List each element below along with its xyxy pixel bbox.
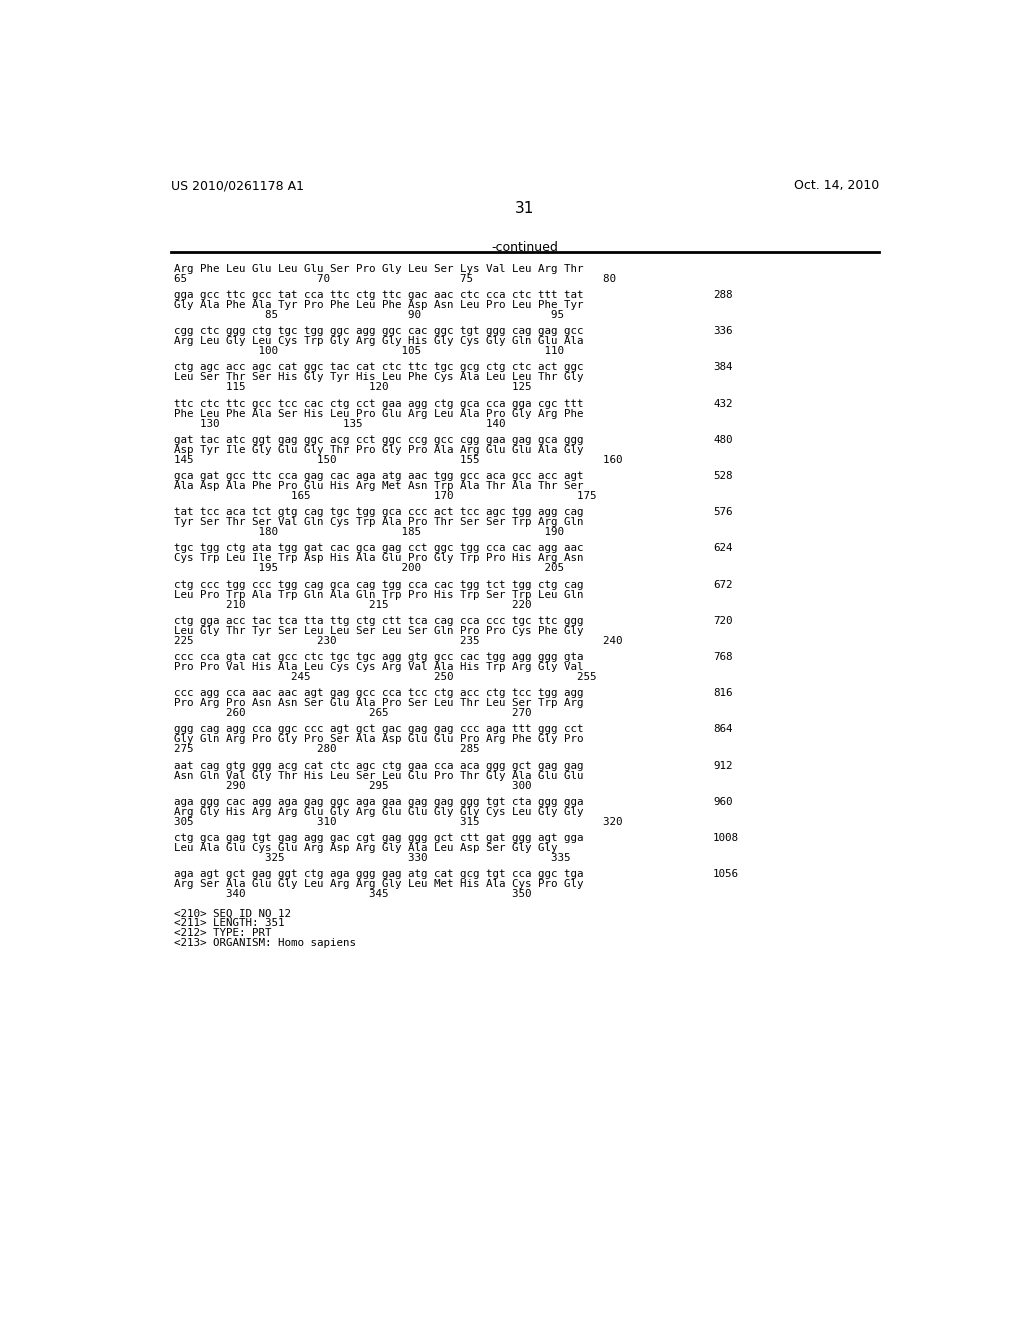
Text: 432: 432 <box>713 399 732 409</box>
Text: Gly Ala Phe Ala Tyr Pro Phe Leu Phe Asp Asn Leu Pro Leu Phe Tyr: Gly Ala Phe Ala Tyr Pro Phe Leu Phe Asp … <box>174 300 584 310</box>
Text: 624: 624 <box>713 544 732 553</box>
Text: 180                   185                   190: 180 185 190 <box>174 527 564 537</box>
Text: 260                   265                   270: 260 265 270 <box>174 708 532 718</box>
Text: Ala Asp Ala Phe Pro Glu His Arg Met Asn Trp Ala Thr Ala Thr Ser: Ala Asp Ala Phe Pro Glu His Arg Met Asn … <box>174 480 584 491</box>
Text: 245                   250                   255: 245 250 255 <box>174 672 597 682</box>
Text: Tyr Ser Thr Ser Val Gln Cys Trp Ala Pro Thr Ser Ser Trp Arg Gln: Tyr Ser Thr Ser Val Gln Cys Trp Ala Pro … <box>174 517 584 527</box>
Text: <211> LENGTH: 351: <211> LENGTH: 351 <box>174 919 285 928</box>
Text: Asp Tyr Ile Gly Glu Gly Thr Pro Gly Pro Ala Arg Glu Glu Ala Gly: Asp Tyr Ile Gly Glu Gly Thr Pro Gly Pro … <box>174 445 584 455</box>
Text: tgc tgg ctg ata tgg gat cac gca gag cct ggc tgg cca cac agg aac: tgc tgg ctg ata tgg gat cac gca gag cct … <box>174 544 584 553</box>
Text: 768: 768 <box>713 652 732 661</box>
Text: Arg Ser Ala Glu Gly Leu Arg Arg Gly Leu Met His Ala Cys Pro Gly: Arg Ser Ala Glu Gly Leu Arg Arg Gly Leu … <box>174 879 584 890</box>
Text: 720: 720 <box>713 615 732 626</box>
Text: 115                   120                   125: 115 120 125 <box>174 383 532 392</box>
Text: <210> SEQ ID NO 12: <210> SEQ ID NO 12 <box>174 908 292 919</box>
Text: ccc agg cca aac aac agt gag gcc cca tcc ctg acc ctg tcc tgg agg: ccc agg cca aac aac agt gag gcc cca tcc … <box>174 688 584 698</box>
Text: ctg ccc tgg ccc tgg cag gca cag tgg cca cac tgg tct tgg ctg cag: ctg ccc tgg ccc tgg cag gca cag tgg cca … <box>174 579 584 590</box>
Text: 288: 288 <box>713 290 732 300</box>
Text: 31: 31 <box>515 201 535 215</box>
Text: 275                   280                   285: 275 280 285 <box>174 744 480 754</box>
Text: 145                   150                   155                   160: 145 150 155 160 <box>174 455 623 465</box>
Text: 576: 576 <box>713 507 732 517</box>
Text: Asn Gln Val Gly Thr His Leu Ser Leu Glu Pro Thr Gly Ala Glu Glu: Asn Gln Val Gly Thr His Leu Ser Leu Glu … <box>174 771 584 780</box>
Text: 325                   330                   335: 325 330 335 <box>174 853 571 863</box>
Text: 672: 672 <box>713 579 732 590</box>
Text: 912: 912 <box>713 760 732 771</box>
Text: 225                   230                   235                   240: 225 230 235 240 <box>174 636 623 645</box>
Text: Phe Leu Phe Ala Ser His Leu Pro Glu Arg Leu Ala Pro Gly Arg Phe: Phe Leu Phe Ala Ser His Leu Pro Glu Arg … <box>174 409 584 418</box>
Text: aga agt gct gag ggt ctg aga ggg gag atg cat gcg tgt cca ggc tga: aga agt gct gag ggt ctg aga ggg gag atg … <box>174 869 584 879</box>
Text: tat tcc aca tct gtg cag tgc tgg gca ccc act tcc agc tgg agg cag: tat tcc aca tct gtg cag tgc tgg gca ccc … <box>174 507 584 517</box>
Text: 960: 960 <box>713 797 732 807</box>
Text: ccc cca gta cat gcc ctc tgc tgc agg gtg gcc cac tgg agg ggg gta: ccc cca gta cat gcc ctc tgc tgc agg gtg … <box>174 652 584 661</box>
Text: 65                    70                    75                    80: 65 70 75 80 <box>174 275 616 284</box>
Text: Leu Ser Thr Ser His Gly Tyr His Leu Phe Cys Ala Leu Leu Thr Gly: Leu Ser Thr Ser His Gly Tyr His Leu Phe … <box>174 372 584 383</box>
Text: aat cag gtg ggg acg cat ctc agc ctg gaa cca aca ggg gct gag gag: aat cag gtg ggg acg cat ctc agc ctg gaa … <box>174 760 584 771</box>
Text: Gly Gln Arg Pro Gly Pro Ser Ala Asp Glu Glu Pro Arg Phe Gly Pro: Gly Gln Arg Pro Gly Pro Ser Ala Asp Glu … <box>174 734 584 744</box>
Text: aga ggg cac agg aga gag ggc aga gaa gag gag ggg tgt cta ggg gga: aga ggg cac agg aga gag ggc aga gaa gag … <box>174 797 584 807</box>
Text: Pro Arg Pro Asn Asn Ser Glu Ala Pro Ser Leu Thr Leu Ser Trp Arg: Pro Arg Pro Asn Asn Ser Glu Ala Pro Ser … <box>174 698 584 708</box>
Text: Cys Trp Leu Ile Trp Asp His Ala Glu Pro Gly Trp Pro His Arg Asn: Cys Trp Leu Ile Trp Asp His Ala Glu Pro … <box>174 553 584 564</box>
Text: 480: 480 <box>713 434 732 445</box>
Text: -continued: -continued <box>492 240 558 253</box>
Text: Pro Pro Val His Ala Leu Cys Cys Arg Val Ala His Trp Arg Gly Val: Pro Pro Val His Ala Leu Cys Cys Arg Val … <box>174 663 584 672</box>
Text: 864: 864 <box>713 725 732 734</box>
Text: Leu Pro Trp Ala Trp Gln Ala Gln Trp Pro His Trp Ser Trp Leu Gln: Leu Pro Trp Ala Trp Gln Ala Gln Trp Pro … <box>174 590 584 599</box>
Text: 340                   345                   350: 340 345 350 <box>174 890 532 899</box>
Text: 85                    90                    95: 85 90 95 <box>174 310 564 319</box>
Text: 210                   215                   220: 210 215 220 <box>174 599 532 610</box>
Text: US 2010/0261178 A1: US 2010/0261178 A1 <box>171 180 304 193</box>
Text: 528: 528 <box>713 471 732 480</box>
Text: 336: 336 <box>713 326 732 337</box>
Text: 165                   170                   175: 165 170 175 <box>174 491 597 502</box>
Text: Oct. 14, 2010: Oct. 14, 2010 <box>794 180 879 193</box>
Text: 290                   295                   300: 290 295 300 <box>174 780 532 791</box>
Text: gat tac atc ggt gag ggc acg cct ggc ccg gcc cgg gaa gag gca ggg: gat tac atc ggt gag ggc acg cct ggc ccg … <box>174 434 584 445</box>
Text: <213> ORGANISM: Homo sapiens: <213> ORGANISM: Homo sapiens <box>174 939 356 948</box>
Text: 816: 816 <box>713 688 732 698</box>
Text: gca gat gcc ttc cca gag cac aga atg aac tgg gcc aca gcc acc agt: gca gat gcc ttc cca gag cac aga atg aac … <box>174 471 584 480</box>
Text: Arg Phe Leu Glu Leu Glu Ser Pro Gly Leu Ser Lys Val Leu Arg Thr: Arg Phe Leu Glu Leu Glu Ser Pro Gly Leu … <box>174 264 584 273</box>
Text: ttc ctc ttc gcc tcc cac ctg cct gaa agg ctg gca cca gga cgc ttt: ttc ctc ttc gcc tcc cac ctg cct gaa agg … <box>174 399 584 409</box>
Text: Arg Gly His Arg Arg Glu Gly Arg Glu Glu Gly Gly Cys Leu Gly Gly: Arg Gly His Arg Arg Glu Gly Arg Glu Glu … <box>174 807 584 817</box>
Text: gga gcc ttc gcc tat cca ttc ctg ttc gac aac ctc cca ctc ttt tat: gga gcc ttc gcc tat cca ttc ctg ttc gac … <box>174 290 584 300</box>
Text: Leu Gly Thr Tyr Ser Leu Leu Ser Leu Ser Gln Pro Pro Cys Phe Gly: Leu Gly Thr Tyr Ser Leu Leu Ser Leu Ser … <box>174 626 584 636</box>
Text: ctg gca gag tgt gag agg gac cgt gag ggg gct ctt gat ggg agt gga: ctg gca gag tgt gag agg gac cgt gag ggg … <box>174 833 584 843</box>
Text: ctg gga acc tac tca tta ttg ctg ctt tca cag cca ccc tgc ttc ggg: ctg gga acc tac tca tta ttg ctg ctt tca … <box>174 615 584 626</box>
Text: 305                   310                   315                   320: 305 310 315 320 <box>174 817 623 826</box>
Text: <212> TYPE: PRT: <212> TYPE: PRT <box>174 928 272 939</box>
Text: 1056: 1056 <box>713 869 739 879</box>
Text: Arg Leu Gly Leu Cys Trp Gly Arg Gly His Gly Cys Gly Gln Glu Ala: Arg Leu Gly Leu Cys Trp Gly Arg Gly His … <box>174 337 584 346</box>
Text: 130                   135                   140: 130 135 140 <box>174 418 506 429</box>
Text: 100                   105                   110: 100 105 110 <box>174 346 564 356</box>
Text: Leu Ala Glu Cys Glu Arg Asp Arg Gly Ala Leu Asp Ser Gly Gly: Leu Ala Glu Cys Glu Arg Asp Arg Gly Ala … <box>174 843 558 853</box>
Text: 1008: 1008 <box>713 833 739 843</box>
Text: cgg ctc ggg ctg tgc tgg ggc agg ggc cac ggc tgt ggg cag gag gcc: cgg ctc ggg ctg tgc tgg ggc agg ggc cac … <box>174 326 584 337</box>
Text: ggg cag agg cca ggc ccc agt gct gac gag gag ccc aga ttt ggg cct: ggg cag agg cca ggc ccc agt gct gac gag … <box>174 725 584 734</box>
Text: 195                   200                   205: 195 200 205 <box>174 564 564 573</box>
Text: 384: 384 <box>713 363 732 372</box>
Text: ctg agc acc agc cat ggc tac cat ctc ttc tgc gcg ctg ctc act ggc: ctg agc acc agc cat ggc tac cat ctc ttc … <box>174 363 584 372</box>
